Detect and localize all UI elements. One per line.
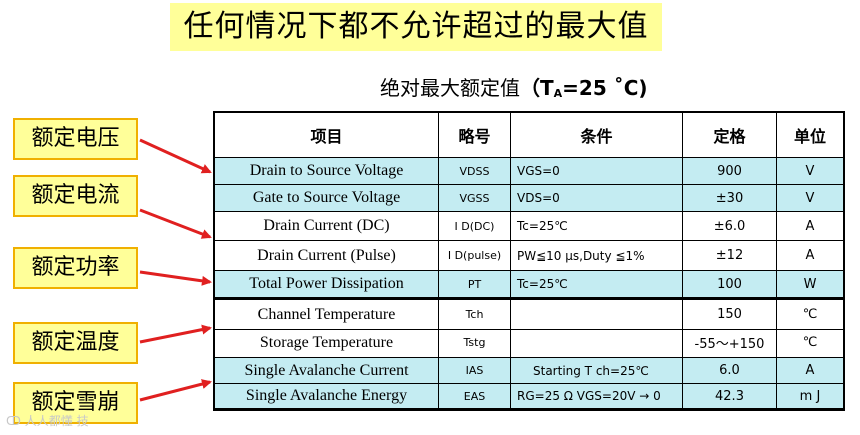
item-cell: Drain Current (Pulse) xyxy=(215,241,439,271)
symbol-cell: PT xyxy=(439,271,511,298)
unit-cell: V xyxy=(777,185,843,212)
unit-cell: ℃ xyxy=(777,328,843,358)
unit-cell: V xyxy=(777,158,843,185)
condition-cell: VDS=0 xyxy=(511,185,683,212)
item-cell: Single Avalanche Energy xyxy=(215,384,439,409)
condition-cell: VGS=0 xyxy=(511,158,683,185)
label-rated-avalanche: 额定雪崩 xyxy=(13,382,138,424)
unit-cell: ℃ xyxy=(777,300,843,330)
watermark-text: ↀ 人人都懂 技 xyxy=(6,414,89,428)
subtitle-main: 绝对最大额定值 xyxy=(380,76,520,100)
banner-title: 任何情况下都不允许超过的最大值 xyxy=(170,3,662,51)
arrow-avalanche xyxy=(139,379,212,402)
rating-cell: ±12 xyxy=(683,241,777,271)
subtitle-condition: （TA=25 ˚C) xyxy=(520,76,648,100)
condition-cell xyxy=(511,300,683,330)
item-cell: Drain Current (DC) xyxy=(215,212,439,241)
symbol-cell: I D(pulse) xyxy=(439,241,511,271)
symbol-cell: VGSS xyxy=(439,185,511,212)
item-cell: Drain to Source Voltage xyxy=(215,158,439,185)
arrow-voltage xyxy=(139,138,212,174)
condition-cell: RG=25 Ω VGS=20V → 0 xyxy=(511,384,683,409)
arrow-current xyxy=(139,208,212,239)
symbol-cell: I D(DC) xyxy=(439,212,511,241)
symbol-cell: Tstg xyxy=(439,328,511,358)
rating-cell: 100 xyxy=(683,271,777,298)
item-cell: Storage Temperature xyxy=(215,328,439,358)
rating-cell: -55～+150 xyxy=(683,328,777,358)
table-row: Single Avalanche Energy EAS RG=25 Ω VGS=… xyxy=(215,384,843,409)
header-condition: 条件 xyxy=(511,113,683,158)
item-cell: Channel Temperature xyxy=(215,300,439,330)
header-rating: 定格 xyxy=(683,113,777,158)
table-row: Channel Temperature Tch 150 ℃ xyxy=(215,298,843,330)
table-subtitle: 绝对最大额定值（TA=25 ˚C) xyxy=(380,74,648,106)
table-row: Total Power Dissipation PT Tc=25℃ 100 W xyxy=(215,271,843,298)
unit-cell: A xyxy=(777,241,843,271)
label-rated-voltage: 额定电压 xyxy=(13,118,138,160)
header-item: 项目 xyxy=(215,113,439,158)
symbol-cell: VDSS xyxy=(439,158,511,185)
condition-cell: Tc=25℃ xyxy=(511,271,683,298)
arrow-temperature xyxy=(139,324,212,344)
item-cell: Gate to Source Voltage xyxy=(215,185,439,212)
condition-cell xyxy=(511,328,683,358)
arrow-power xyxy=(139,270,212,286)
rating-cell: ±6.0 xyxy=(683,212,777,241)
label-rated-temperature: 额定温度 xyxy=(13,322,138,364)
ratings-table: 项目 略号 条件 定格 单位 Drain to Source Voltage V… xyxy=(213,111,845,411)
unit-cell: m J xyxy=(777,384,843,409)
table-row: Drain to Source Voltage VDSS VGS=0 900 V xyxy=(215,158,843,185)
rating-cell: ±30 xyxy=(683,185,777,212)
symbol-cell: Tch xyxy=(439,300,511,330)
unit-cell: A xyxy=(777,358,843,384)
table-row: Gate to Source Voltage VGSS VDS=0 ±30 V xyxy=(215,185,843,212)
item-cell: Single Avalanche Current xyxy=(215,358,439,384)
table-row: Single Avalanche Current IAS Starting T … xyxy=(215,358,843,384)
condition-cell: Starting T ch=25℃ xyxy=(511,358,683,384)
header-symbol: 略号 xyxy=(439,113,511,158)
condition-cell: Tc=25℃ xyxy=(511,212,683,241)
item-cell: Total Power Dissipation xyxy=(215,271,439,298)
rating-cell: 6.0 xyxy=(683,358,777,384)
table-header-row: 项目 略号 条件 定格 单位 xyxy=(215,113,843,158)
rating-cell: 150 xyxy=(683,300,777,330)
table-row: Storage Temperature Tstg -55～+150 ℃ xyxy=(215,328,843,358)
symbol-cell: IAS xyxy=(439,358,511,384)
label-rated-power: 额定功率 xyxy=(13,247,138,289)
unit-cell: W xyxy=(777,271,843,298)
header-unit: 单位 xyxy=(777,113,843,158)
rating-cell: 900 xyxy=(683,158,777,185)
condition-cell: PW≦10 μs,Duty ≦1% xyxy=(511,241,683,271)
label-rated-current: 额定电流 xyxy=(13,175,138,217)
table-row: Drain Current (DC) I D(DC) Tc=25℃ ±6.0 A xyxy=(215,212,843,241)
unit-cell: A xyxy=(777,212,843,241)
rating-cell: 42.3 xyxy=(683,384,777,409)
table-row: Drain Current (Pulse) I D(pulse) PW≦10 μ… xyxy=(215,241,843,271)
symbol-cell: EAS xyxy=(439,384,511,409)
